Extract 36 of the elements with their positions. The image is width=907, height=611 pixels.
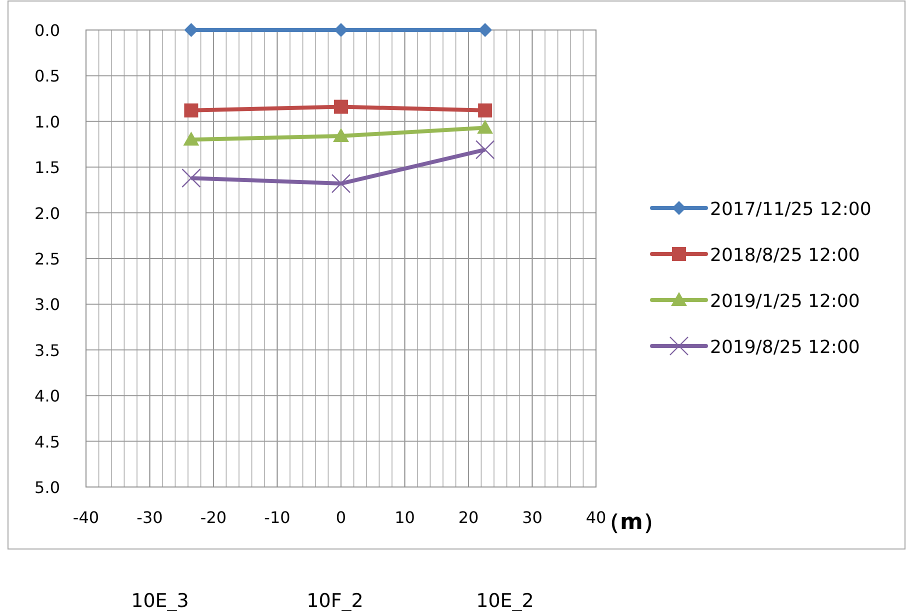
point bbox=[333, 128, 349, 142]
point bbox=[334, 23, 348, 37]
x-tick-label: 40 bbox=[586, 508, 606, 527]
y-tick-label: 2.0 bbox=[34, 204, 60, 223]
point bbox=[478, 103, 492, 118]
y-tick-label: 0.0 bbox=[34, 21, 60, 40]
x-tick-label: -20 bbox=[200, 508, 227, 527]
point bbox=[183, 132, 200, 146]
x-tick-label: -40 bbox=[72, 508, 100, 527]
y-tick-label: 1.0 bbox=[34, 112, 60, 132]
legend-label: 2017/11/25 12:00 bbox=[710, 199, 872, 220]
y-tick-label: 5.0 bbox=[34, 478, 60, 497]
y-tick-label: 3.5 bbox=[34, 340, 60, 360]
legend-label: 2019/8/25 12:00 bbox=[710, 337, 860, 358]
x-tick-label: 10 bbox=[394, 508, 415, 527]
x-tick-label: 20 bbox=[458, 508, 479, 527]
y-tick-label: 2.5 bbox=[34, 250, 60, 268]
point bbox=[182, 168, 201, 188]
y-tick-label: 4.5 bbox=[34, 432, 60, 452]
y-tick-label: 3.0 bbox=[34, 295, 60, 314]
point bbox=[184, 23, 198, 37]
legend-label: 2018/8/25 12:00 bbox=[710, 245, 860, 266]
point bbox=[334, 100, 348, 114]
x-tick-label: -30 bbox=[136, 508, 163, 527]
point bbox=[331, 174, 351, 194]
legend-label: 2019/1/25 12:00 bbox=[710, 291, 860, 312]
point bbox=[477, 120, 494, 134]
point bbox=[478, 23, 492, 37]
x-tick-label: 0 bbox=[336, 508, 346, 527]
y-tick-label: 1.5 bbox=[34, 158, 60, 178]
x-tick-label: 30 bbox=[522, 508, 542, 527]
x-tick-label: -10 bbox=[264, 508, 290, 527]
y-tick-label: 0.5 bbox=[34, 66, 60, 86]
y-tick-label: 4.0 bbox=[34, 386, 60, 406]
point bbox=[184, 103, 198, 118]
point bbox=[475, 140, 495, 160]
